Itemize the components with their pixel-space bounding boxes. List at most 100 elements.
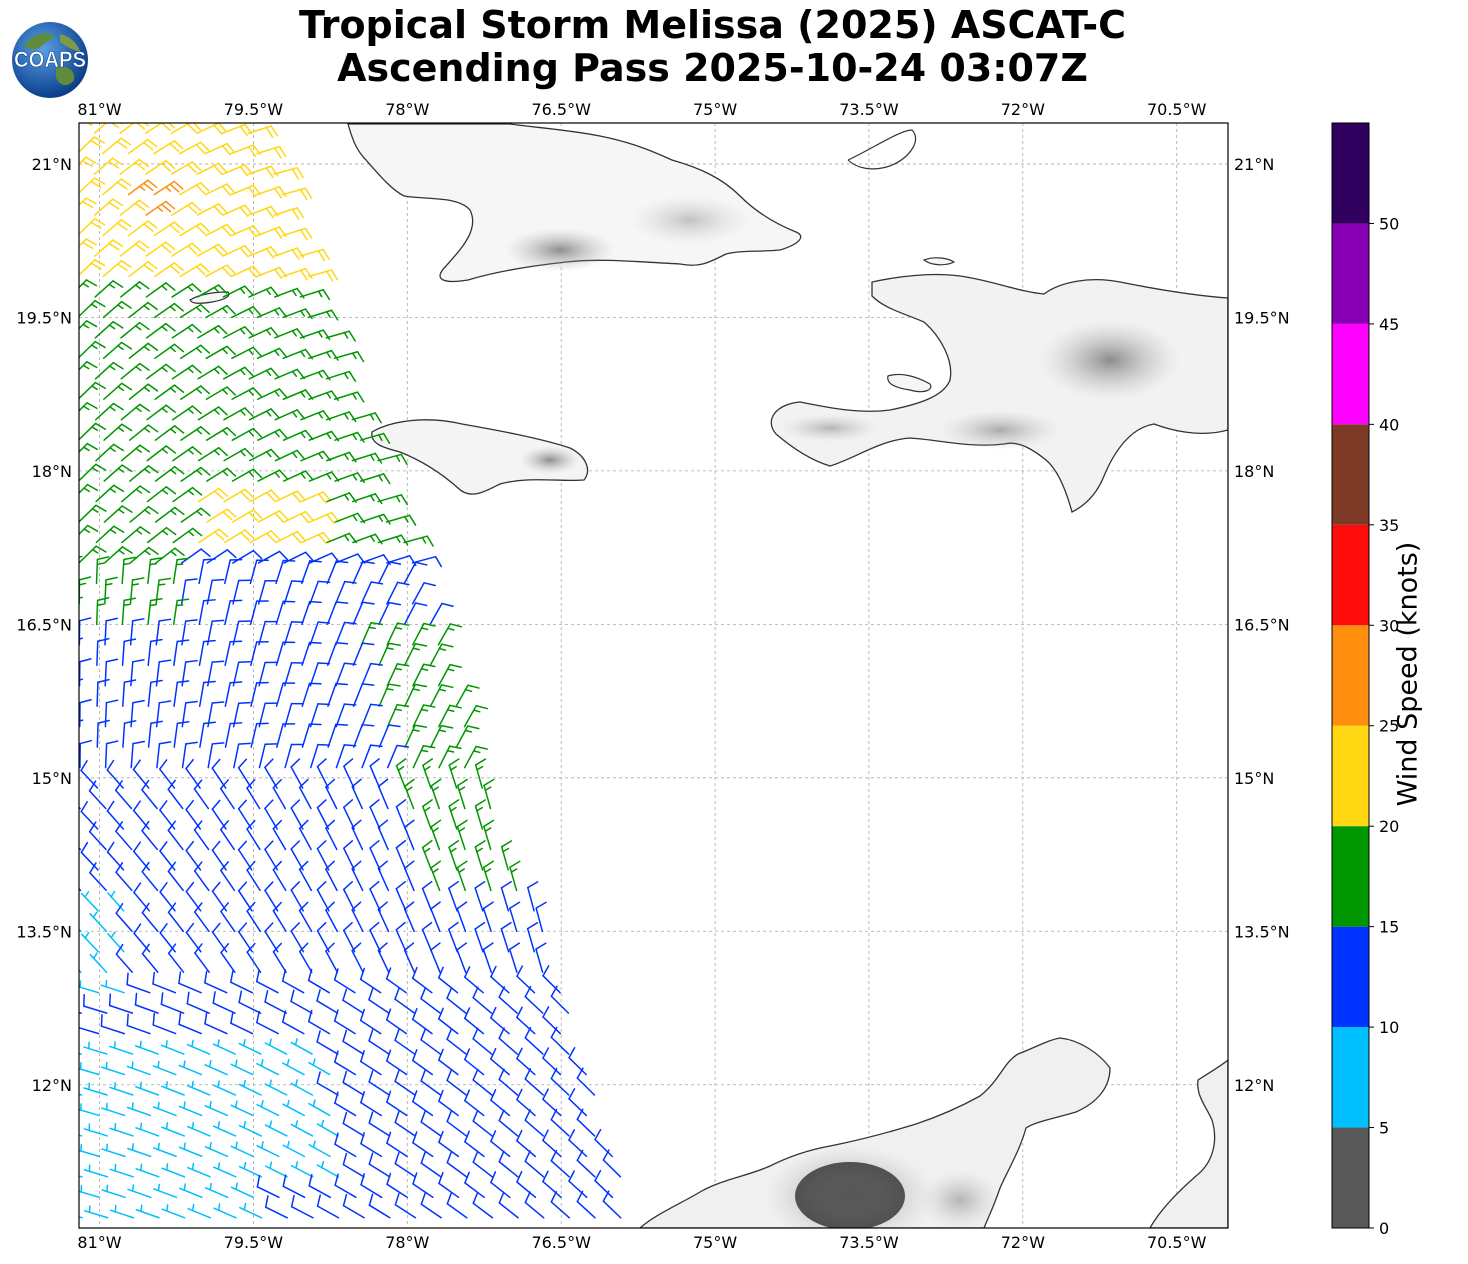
wind-barb — [109, 1163, 134, 1178]
wind-barb — [83, 1205, 109, 1219]
wind-barb — [594, 1128, 613, 1158]
wind-barb — [79, 340, 106, 359]
wind-barb — [257, 469, 288, 482]
wind-barb — [309, 703, 331, 728]
wind-barb — [412, 622, 436, 646]
wind-barb — [456, 819, 468, 851]
wind-barb — [179, 344, 211, 360]
wind-barb — [152, 1060, 177, 1076]
wind-barb — [298, 942, 313, 973]
wind-barb — [79, 463, 107, 482]
wind-barb — [153, 221, 184, 237]
wind-barb — [542, 1088, 562, 1117]
wind-barb — [256, 1141, 280, 1158]
wind-barb — [446, 1192, 468, 1219]
wind-barb — [135, 1204, 160, 1219]
wind-barb — [437, 623, 463, 646]
wind-barb — [360, 622, 384, 646]
wind-barb — [220, 861, 236, 892]
wind-barb — [187, 1121, 211, 1137]
wind-barb — [119, 158, 150, 175]
wind-barb — [231, 468, 263, 482]
wind-barb — [290, 1120, 314, 1137]
wind-barb — [250, 641, 269, 667]
wind-barb — [301, 682, 322, 707]
colorbar-bin — [1332, 223, 1369, 324]
wind-barb — [121, 526, 151, 544]
wind-barb — [220, 820, 235, 851]
wind-barb — [224, 640, 243, 667]
wind-barb — [233, 742, 251, 769]
wind-barb — [326, 642, 349, 667]
wind-barb — [178, 971, 202, 994]
wind-barb — [281, 969, 305, 994]
wind-barb — [412, 745, 436, 769]
wind-barb — [230, 306, 262, 319]
wind-barb — [187, 1162, 211, 1178]
wind-barb — [246, 860, 261, 892]
wind-barb — [283, 621, 304, 646]
wind-barb — [526, 922, 539, 953]
wind-barb — [171, 323, 202, 339]
wind-barb — [193, 779, 210, 810]
wind-barb — [79, 678, 84, 681]
wind-barb — [83, 1164, 109, 1178]
wind-barb — [146, 486, 177, 503]
wind-barb — [316, 799, 330, 830]
wind-barb — [290, 881, 304, 912]
wind-barb — [602, 1149, 622, 1178]
wind-barb — [308, 349, 339, 361]
colorbar: 0 5 10 15 20 25 30 35 40 45 50 — [1331, 122, 1399, 1238]
wind-barb — [102, 300, 132, 319]
wind-barb — [359, 1008, 382, 1035]
colorbar-bin — [1332, 1127, 1369, 1228]
wind-barb — [79, 320, 98, 330]
wind-barb — [568, 1088, 588, 1117]
wind-barb — [361, 703, 383, 728]
wind-barb — [212, 991, 236, 1014]
wind-barb — [156, 741, 172, 769]
wind-barb — [498, 1027, 519, 1055]
wind-barb — [352, 683, 375, 707]
wind-barb — [342, 1029, 365, 1055]
wind-barb — [96, 719, 110, 748]
wind-barb — [516, 1129, 536, 1158]
wind-barb — [334, 431, 365, 443]
wind-barb — [246, 942, 262, 973]
wind-barb — [333, 391, 365, 403]
colorbar-tick-label: 45 — [1379, 315, 1399, 334]
wind-barb — [359, 473, 391, 485]
wind-barb — [509, 901, 521, 933]
wind-barb — [316, 1119, 339, 1137]
wind-barb — [230, 1059, 254, 1076]
wind-barb — [249, 530, 280, 544]
wind-barb — [172, 446, 203, 462]
wind-barb — [352, 642, 375, 667]
wind-barb — [135, 1122, 160, 1137]
wind-barb — [121, 638, 137, 667]
wind-barb — [316, 922, 330, 953]
wind-barb — [88, 821, 107, 851]
wind-barb — [178, 1142, 203, 1158]
lat-label-right: 21°N — [1234, 155, 1274, 174]
wind-barb — [178, 1183, 203, 1199]
wind-barb — [155, 547, 185, 564]
wind-barb — [121, 485, 151, 503]
wind-barb — [327, 723, 349, 748]
wind-barb — [264, 1195, 289, 1219]
wind-barb — [249, 448, 280, 462]
colorbar-tick-label: 5 — [1379, 1119, 1389, 1138]
wind-barb — [299, 288, 331, 301]
wind-barb — [121, 556, 136, 585]
land-south-america — [639, 1037, 1111, 1228]
wind-barb — [448, 840, 460, 871]
wind-barb — [351, 942, 364, 973]
wind-barb — [258, 661, 278, 687]
wind-barb — [205, 386, 237, 400]
wind-barb — [79, 1052, 83, 1055]
wind-barb — [301, 600, 322, 626]
wind-barb — [360, 1090, 382, 1117]
wind-barb — [102, 178, 132, 196]
colorbar-bin — [1332, 725, 1369, 827]
wind-barb — [135, 1081, 160, 1096]
